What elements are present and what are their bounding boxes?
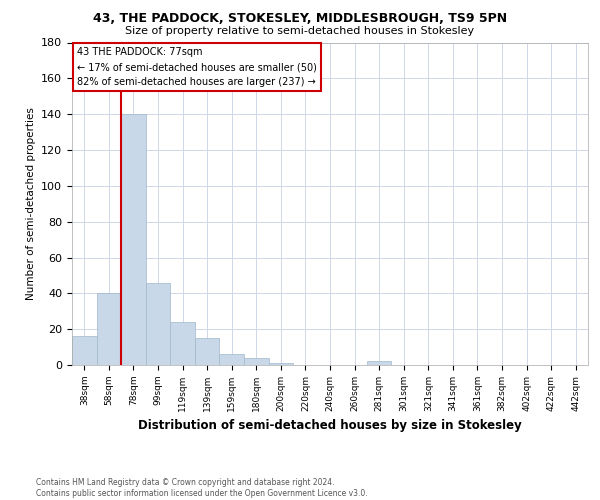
Bar xyxy=(244,358,269,365)
Bar xyxy=(121,114,146,365)
Y-axis label: Number of semi-detached properties: Number of semi-detached properties xyxy=(26,108,35,300)
Bar xyxy=(72,336,97,365)
X-axis label: Distribution of semi-detached houses by size in Stokesley: Distribution of semi-detached houses by … xyxy=(138,420,522,432)
Bar xyxy=(367,362,391,365)
Text: 43, THE PADDOCK, STOKESLEY, MIDDLESBROUGH, TS9 5PN: 43, THE PADDOCK, STOKESLEY, MIDDLESBROUG… xyxy=(93,12,507,26)
Text: 43 THE PADDOCK: 77sqm
← 17% of semi-detached houses are smaller (50)
82% of semi: 43 THE PADDOCK: 77sqm ← 17% of semi-deta… xyxy=(77,48,317,87)
Text: Size of property relative to semi-detached houses in Stokesley: Size of property relative to semi-detach… xyxy=(125,26,475,36)
Bar xyxy=(146,282,170,365)
Bar xyxy=(195,338,220,365)
Bar xyxy=(220,354,244,365)
Bar xyxy=(170,322,195,365)
Text: Contains HM Land Registry data © Crown copyright and database right 2024.
Contai: Contains HM Land Registry data © Crown c… xyxy=(36,478,368,498)
Bar xyxy=(97,294,121,365)
Bar xyxy=(269,363,293,365)
